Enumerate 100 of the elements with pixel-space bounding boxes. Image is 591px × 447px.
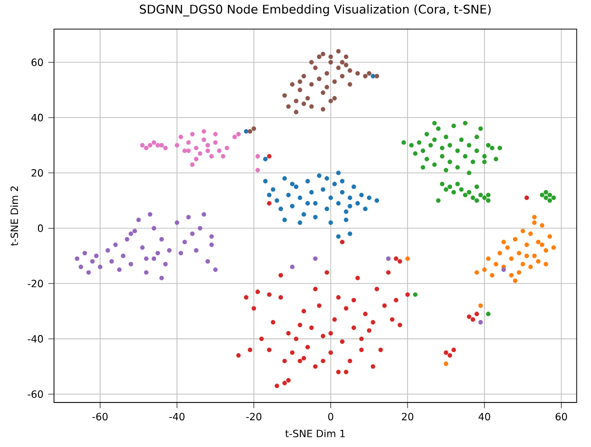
point <box>298 87 302 92</box>
point <box>290 204 295 208</box>
point <box>159 276 164 280</box>
point <box>209 234 214 239</box>
point <box>140 245 145 250</box>
point <box>144 146 149 150</box>
point <box>159 236 164 242</box>
x-tick-label: -60 <box>92 412 108 420</box>
point <box>213 267 218 272</box>
point <box>263 156 268 162</box>
point <box>163 146 168 150</box>
point <box>348 82 352 86</box>
point <box>336 234 341 239</box>
point <box>205 148 210 153</box>
point <box>366 195 372 200</box>
point <box>120 253 126 258</box>
point <box>213 140 218 145</box>
point <box>174 142 180 148</box>
point <box>516 270 522 275</box>
point <box>536 240 541 244</box>
point <box>140 142 145 148</box>
point <box>355 70 360 76</box>
point <box>336 200 341 206</box>
point <box>494 262 498 266</box>
point <box>182 148 187 153</box>
point <box>540 222 544 228</box>
point <box>490 272 494 278</box>
point <box>320 106 326 112</box>
point <box>309 104 314 109</box>
point <box>294 110 298 114</box>
point <box>255 154 260 158</box>
point <box>486 256 491 261</box>
point <box>282 217 287 222</box>
point <box>309 82 314 86</box>
y-axis-title: t-SNE Dim 2 <box>10 186 18 246</box>
point <box>516 250 522 256</box>
point <box>520 262 526 266</box>
point <box>352 184 356 189</box>
point <box>190 231 195 236</box>
point <box>340 74 345 78</box>
point <box>290 264 295 269</box>
point <box>532 220 537 225</box>
point <box>324 84 330 90</box>
point <box>274 198 280 203</box>
point <box>202 137 206 142</box>
point <box>348 195 352 200</box>
point <box>386 256 391 261</box>
point <box>336 170 341 175</box>
point <box>209 242 214 247</box>
point <box>374 198 380 203</box>
point <box>332 181 337 186</box>
x-tick-label: 20 <box>402 412 414 420</box>
point <box>298 79 302 84</box>
point <box>302 74 306 78</box>
point <box>305 178 310 184</box>
point <box>536 258 541 264</box>
point <box>186 214 191 220</box>
x-tick-label: 0 <box>328 412 334 420</box>
point <box>336 65 341 70</box>
point <box>205 142 210 148</box>
point <box>117 267 122 272</box>
point <box>359 192 364 198</box>
point <box>544 248 548 252</box>
point <box>190 132 195 136</box>
point <box>328 60 333 64</box>
y-tick-label: 40 <box>31 114 43 122</box>
point <box>94 253 99 258</box>
point <box>501 267 506 272</box>
point <box>498 250 502 256</box>
point <box>152 140 156 145</box>
point <box>505 245 510 250</box>
point <box>524 242 529 247</box>
point <box>128 262 134 266</box>
point <box>328 195 333 200</box>
point <box>144 270 149 275</box>
point <box>186 140 191 145</box>
point <box>316 76 322 81</box>
point <box>106 248 110 252</box>
point <box>159 142 164 148</box>
point <box>405 256 410 261</box>
point <box>178 250 184 256</box>
point <box>198 151 202 156</box>
point <box>148 142 152 148</box>
point <box>186 148 191 153</box>
point <box>344 209 348 214</box>
point <box>152 256 156 261</box>
point <box>309 190 314 194</box>
point <box>348 204 352 208</box>
point <box>113 242 118 247</box>
point <box>156 250 160 256</box>
point <box>332 79 337 84</box>
point <box>328 98 333 104</box>
point <box>244 128 248 134</box>
x-tick-label: -40 <box>169 412 184 420</box>
point <box>524 253 529 258</box>
point <box>478 320 483 324</box>
point <box>232 134 237 139</box>
point <box>109 258 114 264</box>
y-tick-label: -20 <box>28 280 43 288</box>
point <box>348 231 352 236</box>
